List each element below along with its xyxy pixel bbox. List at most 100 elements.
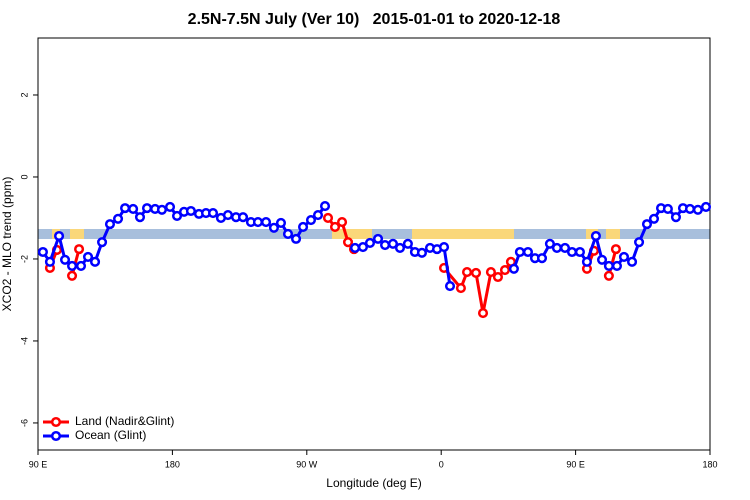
data-point [66,260,78,271]
data-point [156,204,167,215]
data-point [207,207,219,219]
data-point [596,254,608,265]
data-point [551,242,562,253]
data-point [54,230,65,242]
data-point [387,238,399,249]
data-point [275,217,287,228]
data-point [141,203,153,214]
data-point [290,233,302,244]
data-point [603,260,614,271]
data-point [75,260,87,271]
legend-marker [50,416,62,428]
data-point [104,219,116,230]
data-point [97,237,108,248]
x-axis-label: Longitude (deg E) [326,476,421,490]
data-point [610,244,621,255]
data-point [120,203,131,214]
land-patch [606,229,620,239]
data-point [342,237,354,248]
x-tick-label: 180 [702,459,717,469]
data-point [544,238,555,249]
data-point [477,308,489,319]
data-point [59,254,71,265]
data-point [128,203,139,214]
y-tick-label: -2 [19,255,29,263]
data-point [298,221,309,233]
data-point [634,237,645,248]
x-tick-label: 90 E [566,459,585,469]
data-point [514,246,525,258]
plot-frame [37,37,711,451]
data-point [357,242,368,253]
data-point [260,217,272,228]
data-point [222,210,234,221]
data-point [684,203,696,214]
data-point [282,228,294,240]
data-point [112,213,124,224]
data-point [380,239,391,251]
data-point [237,212,249,223]
data-point [402,238,413,249]
data-point [700,201,712,212]
data-point [364,237,376,249]
x-tick-label: 180 [165,459,180,469]
y-axis-label: XCO2 - MLO trend (ppm) [0,177,14,312]
x-tick-label: 90 W [296,459,318,469]
data-point [662,203,673,214]
y-tick-label: 0 [19,174,29,179]
data-point [305,214,317,226]
data-point [536,253,548,264]
data-point [372,233,384,244]
data-point [44,256,55,267]
data-point [574,246,585,258]
chart-title: 2.5N-7.5N July (Ver 10) 2015-01-01 to 20… [188,11,561,28]
legend-marker [50,430,62,442]
data-point [82,251,94,262]
data-point [641,219,653,230]
data-point [336,217,348,228]
data-point [185,205,196,217]
land-patch [70,229,84,239]
data-point [66,270,78,281]
data-point [89,256,101,267]
data-point [444,280,456,292]
data-point [618,251,630,262]
data-point [590,230,601,242]
y-tick-label: 2 [19,92,29,97]
data-point [470,267,482,278]
data-point [603,270,614,281]
data-point [37,246,48,258]
data-point [312,210,324,221]
data-point [268,222,279,233]
data-point [626,256,638,267]
data-point [252,217,264,228]
data-point [499,264,511,276]
data-point [438,242,450,253]
data-point [319,201,331,212]
x-tick-label: 90 E [29,459,48,469]
land-patch [332,229,372,239]
data-point [485,267,496,278]
data-point [566,246,578,258]
x-tick-label: 0 [439,459,444,469]
data-point [461,267,473,278]
legend: Land (Nadir&Glint)Ocean (Glint) [43,414,174,442]
data-point [559,242,571,253]
y-tick-label: -6 [19,419,29,427]
data-point [171,210,183,221]
data-point [522,246,534,258]
legend-label: Ocean (Glint) [75,428,146,442]
land-patch [412,229,514,239]
data-point [416,247,427,258]
data-point [692,204,703,215]
data-point [508,263,519,274]
data-point [455,283,466,294]
data-point [581,256,592,267]
data-point [648,213,660,224]
data-point [74,244,85,255]
data-point [670,212,682,223]
data-point [611,260,623,271]
ocean-band [38,229,710,239]
data-point [329,221,341,233]
